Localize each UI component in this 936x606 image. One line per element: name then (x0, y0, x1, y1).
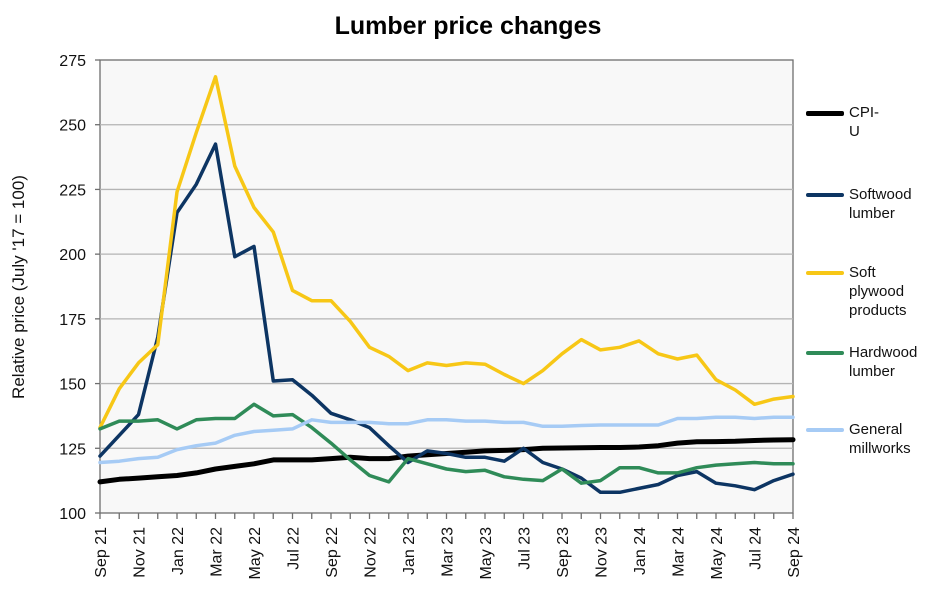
legend-swatch (806, 111, 844, 116)
x-tick-label: Nov 22 (363, 527, 380, 578)
y-tick-label: 250 (59, 118, 86, 135)
y-axis-label: Relative price (July '17 = 100) (9, 175, 28, 399)
x-tick-label: Mar 24 (671, 527, 688, 577)
series-lines (97, 75, 796, 495)
legend-swatch (806, 351, 844, 355)
legend-swatch (806, 271, 844, 275)
y-tick-label: 275 (59, 53, 86, 70)
y-tick-label: 175 (59, 312, 86, 329)
y-tick-label: 200 (59, 247, 86, 264)
x-tick-label: Nov 23 (594, 527, 611, 578)
legend-label: CPI-U (849, 104, 879, 140)
y-tick-label: 150 (59, 377, 86, 394)
legend-label: General millworks (849, 421, 911, 457)
gridlines (100, 124, 793, 449)
x-tick-label: Sep 22 (324, 527, 341, 578)
x-axis: Sep 21 Nov 21 Jan 22 Mar 22 May 22 Jul 22 Sep … (93, 513, 803, 579)
chart-title: Lumber price changes (334, 12, 602, 40)
series-line-general-millworks (98, 415, 795, 465)
y-tick-label: 100 (59, 506, 86, 523)
x-tick-label: May 24 (709, 527, 726, 580)
y-tick-label: 125 (59, 441, 86, 458)
x-tick-label: Sep 24 (786, 527, 803, 578)
y-tick-label: 225 (59, 182, 86, 199)
y-axis: 100 125 150 175 200 225 250 275 (59, 53, 100, 523)
x-tick-label: Nov 21 (132, 527, 149, 578)
legend-label: Soft plywood products (849, 264, 907, 319)
series-line-hardwood-lumber (98, 402, 795, 485)
x-tick-label: Mar 23 (440, 527, 457, 577)
x-tick-label: Mar 22 (209, 527, 226, 577)
x-tick-label: Jul 24 (748, 527, 765, 570)
x-tick-label: Jul 22 (286, 527, 303, 570)
plot-area (99, 59, 794, 514)
x-tick-label: Sep 23 (555, 527, 572, 578)
x-tick-label: May 22 (247, 527, 264, 580)
legend-swatch (806, 193, 844, 197)
x-tick-label: May 23 (478, 527, 495, 580)
legend-label: Softwood lumber (849, 186, 912, 222)
x-tick-label: Jan 24 (632, 527, 649, 575)
series-line-softwood-lumber (98, 142, 795, 495)
legend-swatch (806, 428, 844, 432)
x-tick-label: Sep 21 (93, 527, 110, 578)
series-line-soft-plywood-products (98, 75, 795, 430)
legend-label: Hardwood lumber (849, 344, 918, 380)
x-tick-label: Jul 23 (517, 527, 534, 570)
x-tick-label: Jan 23 (401, 527, 418, 575)
x-tick-label: Jan 22 (170, 527, 187, 575)
